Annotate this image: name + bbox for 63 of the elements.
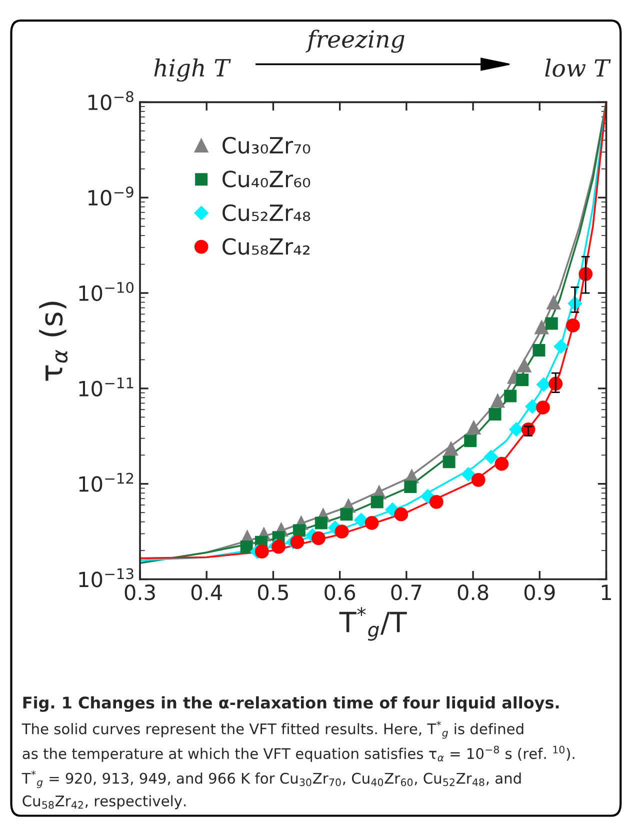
point — [494, 456, 509, 471]
point — [536, 377, 551, 392]
text: low T — [545, 58, 611, 77]
x-tick-label: 1 — [602, 584, 611, 600]
point — [504, 390, 517, 402]
point — [490, 394, 505, 408]
y-tick-label: 10$^{−12}$ — [79, 472, 134, 492]
caption: Fig. 1 Changes in the α-relaxation time of four liquid alloys. — [23, 696, 559, 712]
legend-label: Cu₅₈Zr₄₂ — [222, 238, 310, 255]
y-tick-label: 10$^{−10}$ — [79, 282, 134, 302]
point — [534, 320, 549, 334]
y-tick-label: 10$^{−9}$ — [88, 186, 134, 206]
point — [517, 358, 532, 372]
x-tick-label: 0.8 — [458, 584, 488, 600]
y-tick-label: 10$^{−11}$ — [79, 378, 134, 396]
point — [240, 540, 253, 554]
text: as the temperature at which the VFT equation satisfies τ$_{α}$ = 10$^{−8}$ s (ref. $^{10}$). — [22, 746, 574, 762]
text: T$^{*}$$_{g}$ = 920, 913, 949, and 966 K for Cu$_{30}$Zr$_{70}$, Cu$_{40}$Zr$_{60}$, Cu$_{52}$Zr$_{48}$, and — [22, 770, 521, 788]
point — [509, 422, 524, 436]
x-axis-title: T$^{*}$$_{g}$/T — [339, 607, 407, 641]
point — [536, 400, 550, 414]
point — [354, 513, 368, 528]
point — [334, 524, 349, 539]
legend-label: Cu₅₂Zr₄₈ — [222, 204, 310, 222]
point — [272, 540, 286, 554]
point — [484, 450, 498, 464]
point — [314, 516, 328, 530]
point — [442, 456, 456, 468]
point — [312, 531, 326, 546]
x-tick-label: 0.7 — [391, 584, 422, 600]
x-tick-label: 0.4 — [191, 584, 222, 600]
point — [340, 508, 353, 521]
legend-label: Cu₄₀Zr₆₀ — [222, 170, 310, 188]
y-axis-title: τ$_{α}$ (s) — [39, 302, 68, 381]
x-tick-label: 0.5 — [258, 584, 288, 600]
point — [532, 344, 546, 357]
point — [292, 524, 306, 537]
y-tick-label: 10$^{−8}$ — [88, 91, 134, 110]
x-tick-label: 0.6 — [324, 584, 356, 600]
point — [545, 317, 558, 330]
point — [546, 296, 561, 310]
point — [461, 467, 476, 482]
point — [370, 496, 384, 508]
point — [554, 339, 568, 354]
point — [254, 544, 269, 559]
text: high T — [154, 58, 231, 82]
point — [290, 535, 304, 550]
point — [444, 442, 458, 456]
point — [404, 480, 417, 493]
text: freezing — [306, 30, 404, 53]
legend-label: Cu₃₀Zr₇₀ — [222, 136, 310, 154]
point — [566, 318, 580, 332]
point — [516, 374, 529, 386]
point — [471, 472, 486, 487]
point — [394, 507, 408, 522]
point — [466, 420, 481, 435]
text: Cu$_{58}$Zr$_{42}$, respectively. — [22, 795, 186, 810]
point — [429, 495, 444, 509]
x-tick-label: 0.9 — [524, 584, 555, 600]
point — [488, 408, 502, 420]
point — [464, 434, 477, 448]
text: The solid curves represent the VFT fitted results. Here, T$^{*}$$_{g}$ is defined — [22, 721, 524, 739]
point — [364, 516, 379, 530]
